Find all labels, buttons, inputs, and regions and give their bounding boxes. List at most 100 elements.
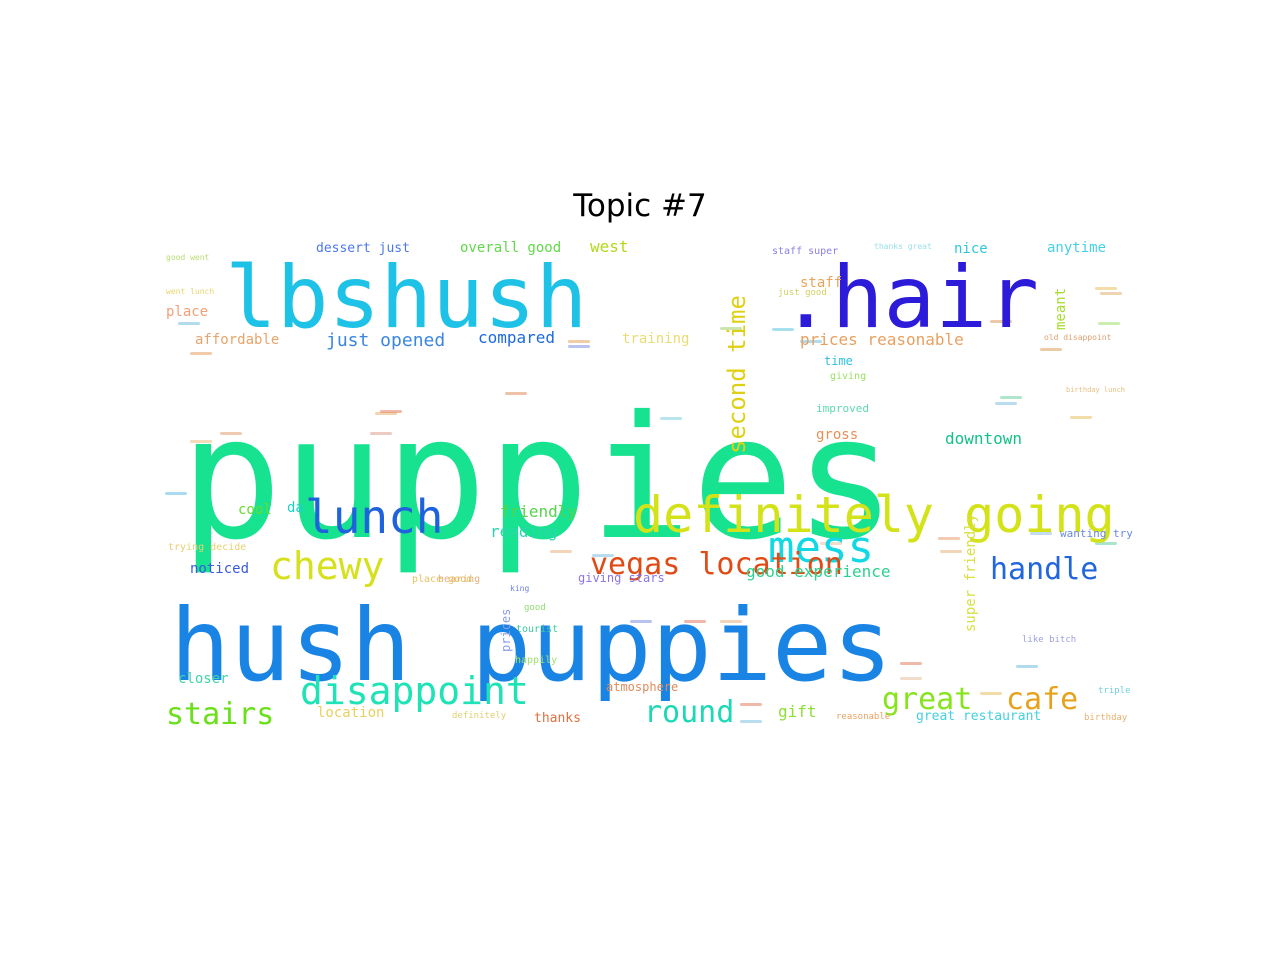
- word-cloud-word: time: [824, 354, 853, 368]
- word-cloud-word: stairs: [166, 697, 274, 727]
- word-cloud-filler-word: [980, 692, 1002, 695]
- word-cloud-filler-word: [900, 662, 922, 665]
- word-cloud-filler-word: [830, 444, 852, 447]
- word-cloud: puppies hush puppies lbshush .hair definitel…: [160, 232, 1150, 727]
- word-cloud-filler-word: [720, 620, 742, 623]
- word-cloud-word: prices: [499, 609, 513, 652]
- word-cloud-word: second time: [723, 295, 751, 454]
- word-cloud-filler-word: [740, 703, 762, 706]
- word-cloud-filler-word: [1095, 287, 1117, 290]
- word-cloud-filler-word: [820, 542, 842, 545]
- word-cloud-word: dessert just: [316, 241, 410, 256]
- word-cloud-word: hearing: [438, 574, 480, 585]
- word-cloud-word: nice: [954, 241, 988, 257]
- word-cloud-word: reasonable: [836, 712, 890, 722]
- word-cloud-word: super friendly: [963, 514, 979, 632]
- word-cloud-word: mess: [768, 522, 874, 573]
- word-cloud-filler-word: [1100, 292, 1122, 295]
- word-cloud-word: noticed: [190, 561, 249, 577]
- word-cloud-filler-word: [1000, 396, 1022, 399]
- word-cloud-word: prices reasonable: [800, 330, 964, 349]
- word-cloud-filler-word: [178, 322, 200, 325]
- word-cloud-word: staff: [800, 275, 842, 291]
- word-cloud-word: tourist: [516, 624, 558, 635]
- word-cloud-word: gift: [778, 702, 817, 721]
- word-cloud-word: good: [524, 603, 546, 613]
- word-cloud-filler-word: [938, 537, 960, 540]
- word-cloud-filler-word: [940, 550, 962, 553]
- word-cloud-word: definitely going: [633, 486, 1115, 544]
- word-cloud-filler-word: [568, 345, 590, 348]
- word-cloud-word: lunch: [305, 490, 443, 544]
- word-cloud-filler-word: [505, 392, 527, 395]
- word-cloud-word: round: [644, 695, 734, 727]
- word-cloud-word: wanting try: [1060, 527, 1133, 540]
- figure-title: Topic #7: [573, 188, 707, 224]
- word-cloud-word: good experience: [746, 562, 891, 581]
- word-cloud-filler-word: [720, 327, 742, 330]
- word-cloud-filler-word: [684, 620, 706, 623]
- word-cloud-word: old disappoint: [1044, 333, 1112, 342]
- word-cloud-filler-word: [1016, 665, 1038, 668]
- word-cloud-word: trying decide: [168, 542, 246, 553]
- word-cloud-filler-word: [370, 432, 392, 435]
- word-cloud-word: happily: [515, 655, 557, 666]
- word-cloud-word: cafe: [1006, 682, 1078, 717]
- word-cloud-word: just good: [778, 288, 827, 298]
- word-cloud-filler-word: [592, 554, 614, 557]
- word-cloud-word: disappoint: [300, 669, 529, 713]
- word-cloud-word: handle: [990, 552, 1098, 587]
- word-cloud-filler-word: [220, 432, 242, 435]
- word-cloud-word: cool: [238, 502, 272, 518]
- word-cloud-filler-word: [800, 340, 822, 343]
- word-cloud-word: staff super: [772, 246, 838, 257]
- word-cloud-word: place good: [412, 574, 472, 585]
- word-cloud-word: lbshush: [225, 248, 587, 348]
- word-cloud-word: hush puppies: [170, 587, 892, 704]
- word-cloud-word: went lunch: [166, 287, 214, 296]
- word-cloud-word: place: [166, 304, 208, 320]
- word-cloud-word: friendly: [500, 502, 577, 521]
- word-cloud-word: definitely: [452, 711, 507, 721]
- word-cloud-filler-word: [190, 440, 212, 443]
- word-cloud-filler-word: [772, 328, 794, 331]
- word-cloud-word: compared: [478, 328, 555, 347]
- word-cloud-filler-word: [740, 720, 762, 723]
- word-cloud-word: king: [510, 584, 529, 593]
- word-cloud-word: meant: [1053, 288, 1069, 330]
- word-cloud-word: west: [590, 237, 629, 256]
- word-cloud-word: location: [317, 705, 384, 721]
- word-cloud-word: downtown: [945, 429, 1022, 448]
- word-cloud-filler-word: [1098, 322, 1120, 325]
- word-cloud-filler-word: [190, 352, 212, 355]
- word-cloud-filler-word: [630, 620, 652, 623]
- word-cloud-word: .hair: [780, 248, 1039, 348]
- word-cloud-word: birthday lunch: [1066, 386, 1125, 394]
- word-cloud-word: triple: [1098, 686, 1131, 696]
- word-cloud-word: affordable: [195, 332, 279, 348]
- word-cloud-word: reading: [490, 522, 557, 541]
- word-cloud-filler-word: [568, 340, 590, 343]
- word-cloud-word: da: [287, 500, 304, 516]
- word-cloud-word: thanks: [534, 711, 581, 726]
- word-cloud-word: training: [622, 331, 689, 347]
- word-cloud-filler-word: [1095, 542, 1117, 545]
- word-cloud-word: great restaurant: [916, 709, 1041, 724]
- word-cloud-word: overall good: [460, 240, 561, 256]
- word-cloud-word: improved: [816, 402, 869, 415]
- word-cloud-filler-word: [995, 402, 1017, 405]
- word-cloud-filler-word: [380, 410, 402, 413]
- word-cloud-word: giving: [830, 371, 866, 382]
- word-cloud-word: birthday: [1084, 713, 1128, 723]
- word-cloud-filler-word: [1070, 416, 1092, 419]
- word-cloud-word: giving stars: [578, 571, 665, 585]
- word-cloud-filler-word: [550, 550, 572, 553]
- word-cloud-word: chewy: [270, 544, 384, 588]
- word-cloud-word: vegas location: [590, 547, 843, 582]
- word-cloud-word: anytime: [1047, 240, 1106, 256]
- word-cloud-word: puppies: [180, 380, 896, 578]
- word-cloud-filler-word: [990, 320, 1012, 323]
- word-cloud-filler-word: [660, 417, 682, 420]
- word-cloud-word: great: [882, 682, 972, 717]
- word-cloud-word: closer: [178, 671, 229, 687]
